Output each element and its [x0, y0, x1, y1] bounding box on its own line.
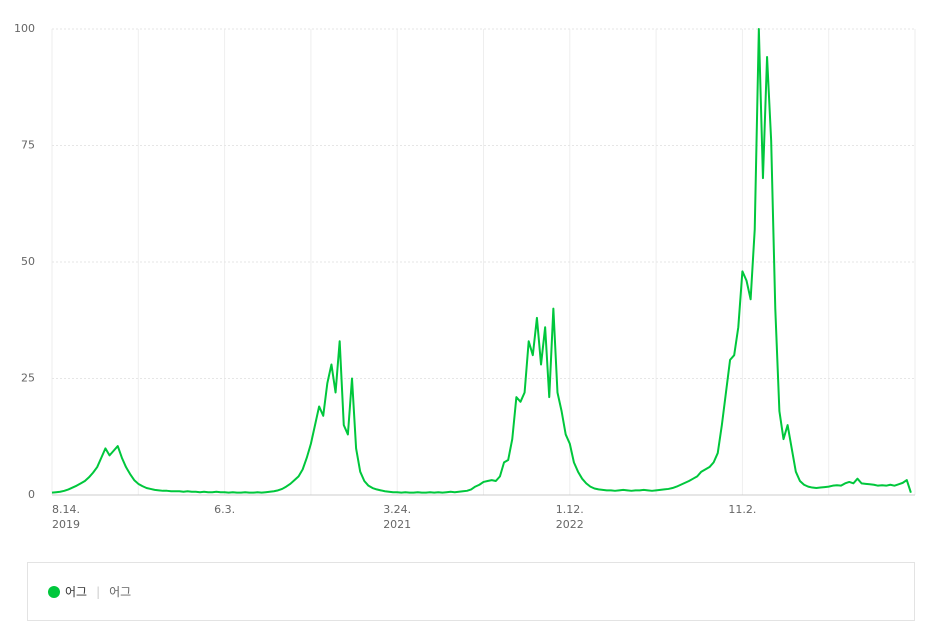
legend-keywords: 어그 — [109, 585, 132, 599]
legend-dot — [48, 585, 60, 598]
x-tick-label: 1.12. — [556, 503, 584, 516]
y-tick-label: 100 — [14, 22, 35, 35]
x-tick-label: 6.3. — [214, 503, 235, 516]
y-tick-label: 25 — [21, 372, 35, 385]
x-year-label: 2022 — [556, 518, 584, 531]
x-tick-label: 8.14. — [52, 503, 80, 516]
y-tick-label: 50 — [21, 255, 35, 268]
y-tick-label: 75 — [21, 139, 35, 152]
line — [51, 28, 912, 494]
x-year-label: 2019 — [52, 518, 80, 531]
x-tick-label: 11.2. — [728, 503, 756, 516]
separator: | — [96, 584, 101, 599]
legend-label: 어그 — [65, 585, 88, 599]
x-tick-label: 3.24. — [383, 503, 411, 516]
x-year-label: 2021 — [383, 518, 411, 531]
y-tick-label: 0 — [28, 488, 35, 501]
legend: 어그 | 어그 — [27, 562, 915, 621]
chart: 0 25 50 75 100 8.14. 2019 6.3. 3.24. 2021 1.12. 202… — [14, 22, 916, 531]
